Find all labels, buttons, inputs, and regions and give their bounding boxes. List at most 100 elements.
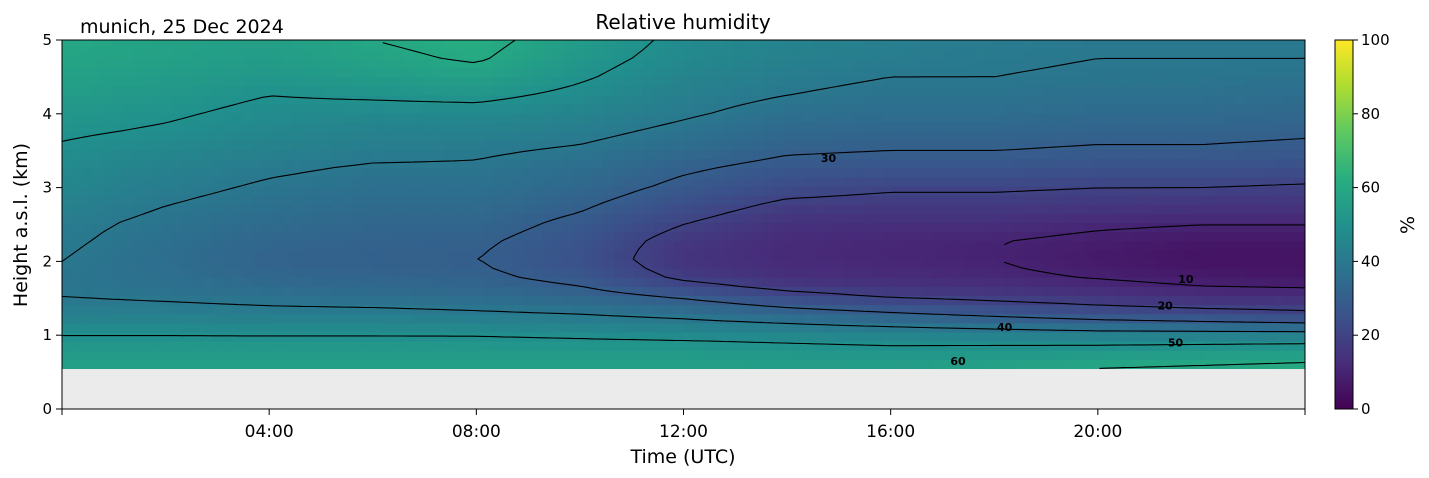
heat-cell <box>673 122 685 132</box>
heat-cell <box>1254 286 1266 297</box>
heat-cell <box>583 185 594 196</box>
heat-cell <box>62 67 73 78</box>
heat-cell <box>843 277 855 287</box>
heat-cell <box>192 286 203 297</box>
heat-cell <box>553 103 564 114</box>
heat-cell <box>362 249 374 260</box>
heat-cell <box>382 176 394 187</box>
heat-cell <box>412 304 424 315</box>
heat-cell <box>693 204 705 214</box>
heat-cell <box>1074 185 1086 196</box>
heat-cell <box>894 185 905 196</box>
heat-cell <box>1204 40 1216 50</box>
heat-cell <box>442 103 454 114</box>
heat-cell <box>493 131 504 141</box>
heat-cell <box>1254 131 1266 141</box>
heat-cell <box>232 85 244 96</box>
heat-cell <box>873 313 885 324</box>
heat-cell <box>72 40 83 50</box>
heat-cell <box>703 103 715 114</box>
heat-cell <box>132 49 143 59</box>
heat-cell <box>633 231 644 242</box>
heat-cell <box>112 350 123 360</box>
heat-cell <box>1284 140 1296 151</box>
heat-cell <box>282 58 294 68</box>
heat-cell <box>633 131 644 141</box>
heat-cell <box>472 94 484 105</box>
heat-cell <box>162 85 173 96</box>
heat-cell <box>493 359 504 370</box>
heat-cell <box>102 185 113 196</box>
contour-20 <box>632 183 1305 312</box>
heat-cell <box>1024 112 1035 123</box>
heat-cell <box>613 213 624 224</box>
heat-cell <box>523 295 534 306</box>
heat-cell <box>693 195 705 205</box>
heat-cell <box>1034 158 1045 169</box>
heat-cell <box>92 295 103 306</box>
heat-cell <box>643 222 655 233</box>
heat-cell <box>1124 58 1136 68</box>
heat-cell <box>172 76 183 87</box>
heat-cell <box>1144 140 1156 151</box>
heat-cell <box>873 222 885 233</box>
heat-cell <box>1004 85 1015 96</box>
heat-cell <box>843 295 855 306</box>
heat-cell <box>803 185 815 196</box>
heat-cell <box>984 222 995 233</box>
heat-cell <box>372 304 384 315</box>
heat-cell <box>573 49 584 59</box>
heat-cell <box>152 341 163 351</box>
heat-cell <box>673 213 685 224</box>
heat-cell <box>883 359 895 370</box>
heat-cell <box>974 185 985 196</box>
heat-cell <box>142 195 153 205</box>
heat-cell <box>1054 131 1066 141</box>
heat-cell <box>653 49 665 59</box>
heat-cell <box>1004 158 1015 169</box>
heat-cell <box>1204 341 1216 351</box>
heat-cell <box>673 149 685 160</box>
x-tick-label: 08:00 <box>452 422 501 442</box>
heat-cell <box>202 67 213 78</box>
heat-cell <box>1014 85 1025 96</box>
heat-cell <box>543 231 554 242</box>
heat-cell <box>863 331 875 342</box>
heat-cell <box>763 185 775 196</box>
heat-cell <box>663 304 675 315</box>
heat-cell <box>422 249 434 260</box>
heat-cell <box>603 359 614 370</box>
heat-cell <box>583 304 594 315</box>
heat-cell <box>1094 58 1106 68</box>
heat-cell <box>202 167 213 178</box>
heat-cell <box>793 350 805 360</box>
heat-cell <box>1204 231 1216 242</box>
heat-cell <box>132 167 143 178</box>
heat-cell <box>613 313 624 324</box>
heat-cell <box>823 76 835 87</box>
heat-cell <box>222 112 234 123</box>
heat-cell <box>392 295 404 306</box>
heat-cell <box>1044 286 1055 297</box>
heat-cell <box>1224 240 1236 251</box>
heat-cell <box>633 195 644 205</box>
heat-cell <box>82 313 93 324</box>
heat-cell <box>162 268 173 278</box>
heat-cell <box>944 313 955 324</box>
heat-cell <box>1244 268 1256 278</box>
heat-cell <box>1234 268 1246 278</box>
heat-cell <box>1084 359 1096 370</box>
heat-cell <box>783 122 795 132</box>
heat-cell <box>1084 149 1096 160</box>
heat-cell <box>182 268 193 278</box>
heat-cell <box>312 67 324 78</box>
heat-cell <box>573 231 584 242</box>
heat-cell <box>1184 350 1196 360</box>
heat-cell <box>1294 331 1305 342</box>
heat-cell <box>272 103 284 114</box>
heat-cell <box>974 140 985 151</box>
heat-cell <box>172 67 183 78</box>
heat-cell <box>72 158 83 169</box>
heat-cell <box>1294 195 1305 205</box>
heat-cell <box>1054 359 1066 370</box>
